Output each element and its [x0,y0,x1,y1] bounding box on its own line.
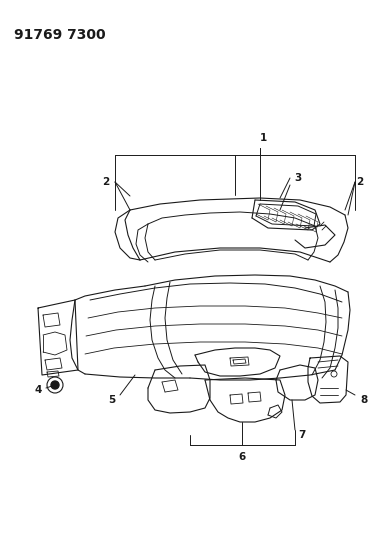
Text: 8: 8 [360,395,367,405]
Text: 5: 5 [108,395,116,405]
Text: 2: 2 [102,177,110,187]
Text: 2: 2 [357,177,363,187]
Text: 4: 4 [34,385,42,395]
Text: 7: 7 [298,430,305,440]
Text: 6: 6 [238,452,246,462]
Circle shape [51,381,59,389]
Text: 3: 3 [295,173,301,183]
Text: 91769 7300: 91769 7300 [14,28,105,42]
Text: 1: 1 [259,133,267,143]
